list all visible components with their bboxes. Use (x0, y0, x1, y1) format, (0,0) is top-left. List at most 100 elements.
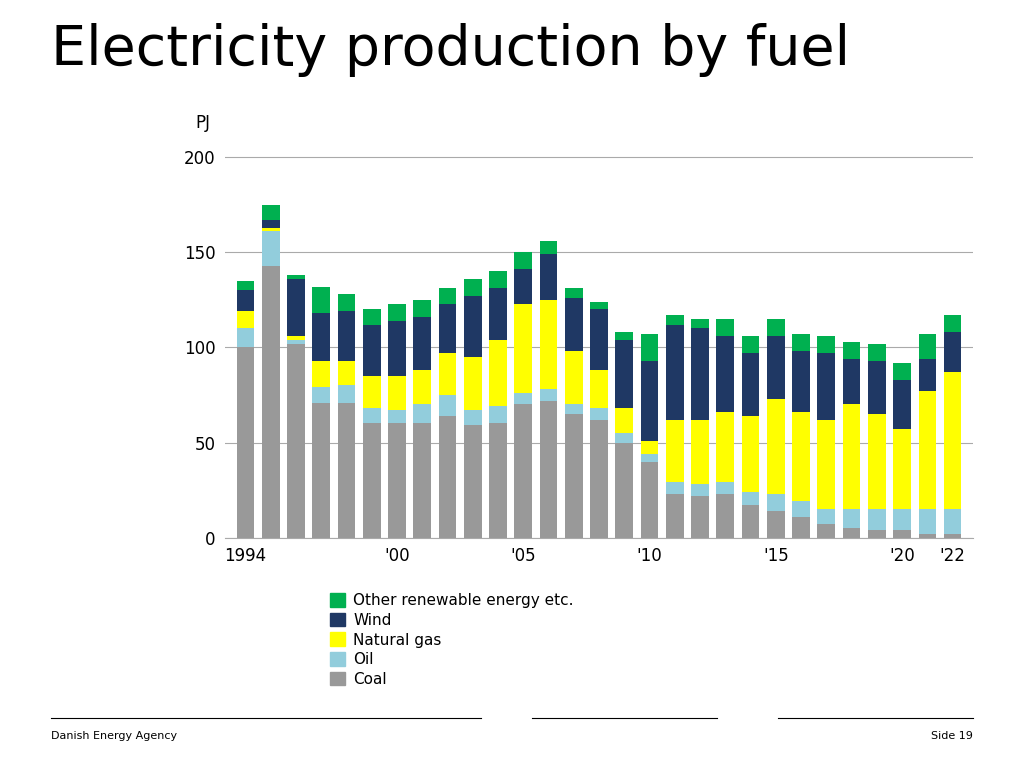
Bar (287, 336, 305, 339)
Bar (338, 294, 355, 311)
Bar (944, 333, 962, 372)
Bar (312, 402, 330, 538)
Bar (615, 333, 633, 339)
Bar (793, 334, 810, 351)
Bar (817, 509, 836, 525)
Bar (362, 376, 381, 409)
Bar (338, 402, 355, 538)
Bar (388, 423, 406, 538)
Bar (868, 530, 886, 538)
Bar (741, 336, 760, 353)
Bar (615, 433, 633, 442)
Bar (338, 386, 355, 402)
Bar (312, 313, 330, 361)
Bar (565, 351, 583, 405)
Bar (388, 376, 406, 410)
Bar (540, 300, 557, 389)
Bar (717, 412, 734, 482)
Bar (944, 372, 962, 509)
Bar (312, 387, 330, 402)
Bar (514, 393, 532, 405)
Bar (237, 311, 254, 329)
Text: Side 19: Side 19 (931, 731, 973, 741)
Bar (793, 517, 810, 538)
Bar (767, 319, 784, 336)
Bar (615, 409, 633, 433)
Bar (540, 241, 557, 254)
Bar (843, 405, 860, 509)
Bar (414, 405, 431, 423)
Bar (438, 353, 457, 395)
Bar (464, 357, 481, 410)
Bar (717, 494, 734, 538)
Bar (590, 370, 608, 409)
Bar (540, 254, 557, 300)
Bar (414, 317, 431, 370)
Bar (414, 423, 431, 538)
Bar (464, 296, 481, 357)
Bar (893, 429, 911, 509)
Bar (741, 505, 760, 538)
Bar (514, 303, 532, 393)
Bar (237, 347, 254, 538)
Bar (362, 409, 381, 423)
Bar (817, 353, 836, 419)
Bar (868, 361, 886, 414)
Bar (590, 302, 608, 310)
Bar (868, 343, 886, 361)
Bar (489, 423, 507, 538)
Bar (691, 319, 709, 329)
Bar (338, 361, 355, 386)
Bar (287, 275, 305, 279)
Bar (388, 321, 406, 376)
Bar (741, 416, 760, 492)
Bar (464, 410, 481, 425)
Bar (615, 339, 633, 409)
Bar (843, 509, 860, 528)
Bar (893, 530, 911, 538)
Bar (817, 525, 836, 538)
Bar (919, 334, 936, 359)
Bar (767, 336, 784, 399)
Bar (767, 494, 784, 511)
Bar (919, 534, 936, 538)
Bar (691, 329, 709, 419)
Bar (691, 485, 709, 496)
Bar (843, 359, 860, 405)
Bar (438, 303, 457, 353)
Bar (237, 290, 254, 311)
Bar (590, 409, 608, 419)
Bar (514, 405, 532, 538)
Bar (615, 442, 633, 538)
Bar (666, 419, 684, 482)
Bar (793, 502, 810, 517)
Bar (944, 315, 962, 333)
Bar (262, 227, 280, 231)
Text: Electricity production by fuel: Electricity production by fuel (51, 23, 850, 77)
Bar (717, 336, 734, 412)
Bar (666, 482, 684, 494)
Bar (262, 220, 280, 227)
Bar (666, 315, 684, 325)
Bar (414, 300, 431, 317)
Legend: Other renewable energy etc., Wind, Natural gas, Oil, Coal: Other renewable energy etc., Wind, Natur… (330, 593, 573, 687)
Bar (641, 441, 658, 454)
Bar (717, 482, 734, 494)
Bar (262, 231, 280, 266)
Bar (287, 279, 305, 336)
Bar (565, 405, 583, 414)
Bar (489, 271, 507, 289)
Bar (565, 414, 583, 538)
Bar (919, 391, 936, 509)
Bar (312, 361, 330, 387)
Bar (843, 528, 860, 538)
Bar (464, 425, 481, 538)
Bar (287, 343, 305, 538)
Bar (438, 289, 457, 303)
Bar (237, 329, 254, 347)
Bar (641, 462, 658, 538)
Bar (817, 336, 836, 353)
Bar (388, 303, 406, 321)
Bar (691, 496, 709, 538)
Bar (741, 492, 760, 505)
